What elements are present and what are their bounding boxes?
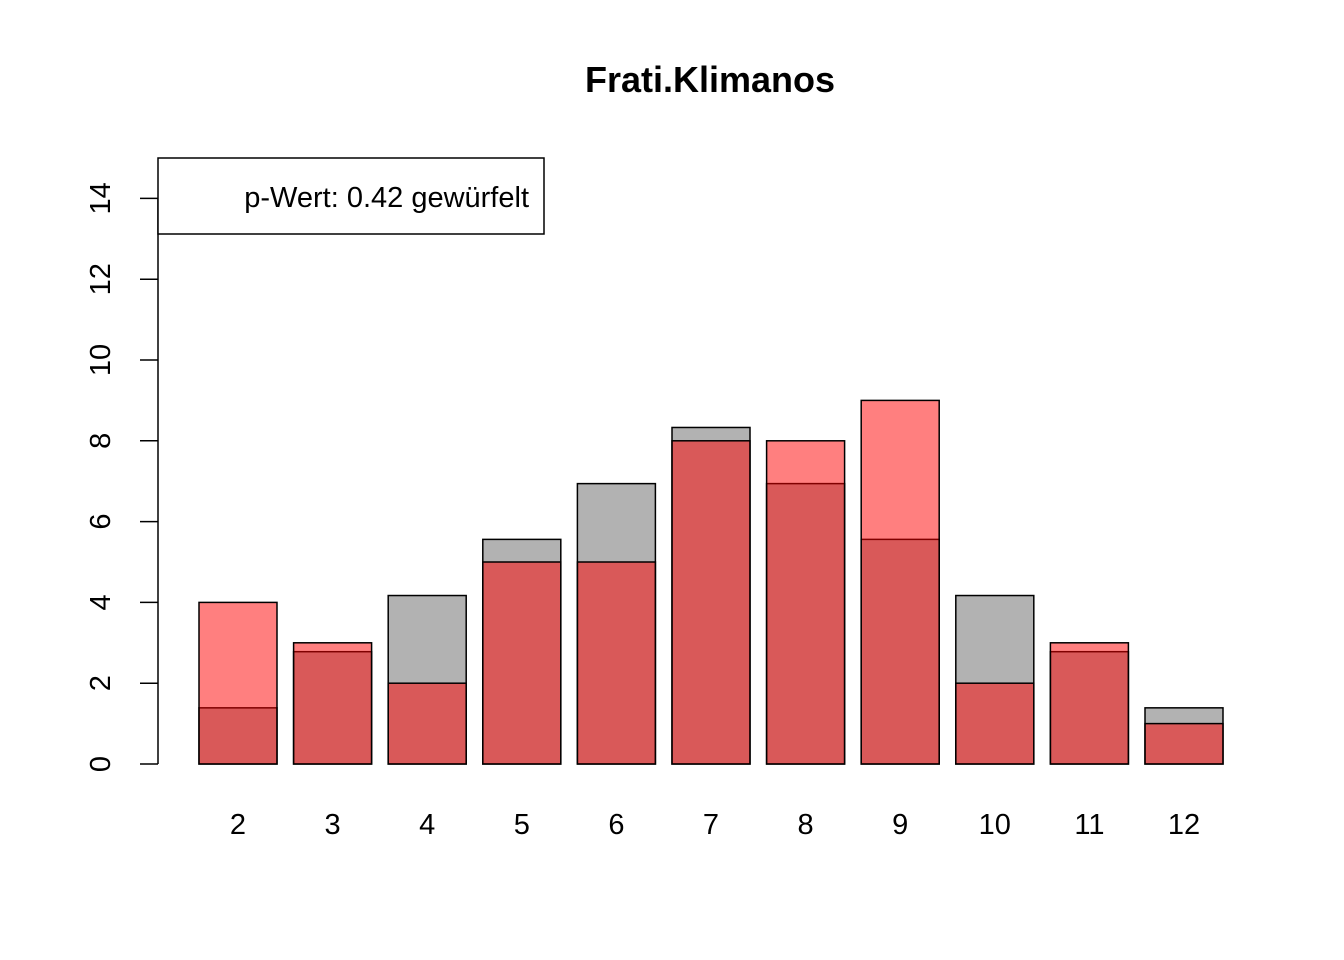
x-tick-label-3: 3 <box>325 809 341 841</box>
bar-series2-7 <box>671 440 751 765</box>
x-tick-label-12: 12 <box>1168 809 1200 841</box>
x-tick-label-4: 4 <box>419 809 435 841</box>
bar-series2-8 <box>765 440 846 765</box>
y-tick-label-8: 8 <box>85 433 117 449</box>
y-tick-label-10: 10 <box>85 344 117 376</box>
x-tick-label-10: 10 <box>979 809 1011 841</box>
x-tick-label-8: 8 <box>798 809 814 841</box>
y-axis: 0 2 4 6 8 10 12 14 <box>85 182 159 772</box>
legend-box <box>157 157 545 235</box>
x-tick-label-7: 7 <box>703 809 719 841</box>
bar-series2-2 <box>198 601 278 765</box>
chart-title: Frati.Klimanos <box>585 59 835 100</box>
bar-series2-5 <box>482 561 562 765</box>
bars-layer <box>198 399 1224 765</box>
x-tick-label-11: 11 <box>1074 809 1104 841</box>
y-tick-label-12: 12 <box>85 263 117 295</box>
bar-series2-12 <box>1144 722 1224 765</box>
bar-series2-9 <box>860 399 940 765</box>
x-tick-label-6: 6 <box>608 809 624 841</box>
bar-series2-10 <box>955 682 1035 765</box>
bar-series2-11 <box>1049 642 1130 765</box>
y-tick-label-6: 6 <box>85 514 117 530</box>
y-tick-label-4: 4 <box>85 594 117 610</box>
x-tick-label-2: 2 <box>230 809 246 841</box>
legend: p-Wert: 0.42 gewürfelt <box>157 157 545 235</box>
bar-series2-4 <box>387 682 467 765</box>
y-tick-label-2: 2 <box>85 675 117 691</box>
y-tick-label-0: 0 <box>85 756 117 772</box>
legend-text: p-Wert: 0.42 gewürfelt <box>244 182 529 214</box>
x-tick-label-5: 5 <box>514 809 530 841</box>
bar-series2-3 <box>292 642 373 765</box>
x-axis-labels: 2 3 4 5 6 7 8 9 10 11 12 <box>230 809 1200 841</box>
x-tick-label-9: 9 <box>892 809 908 841</box>
y-tick-label-14: 14 <box>85 182 117 214</box>
bar-series2-6 <box>576 561 657 765</box>
